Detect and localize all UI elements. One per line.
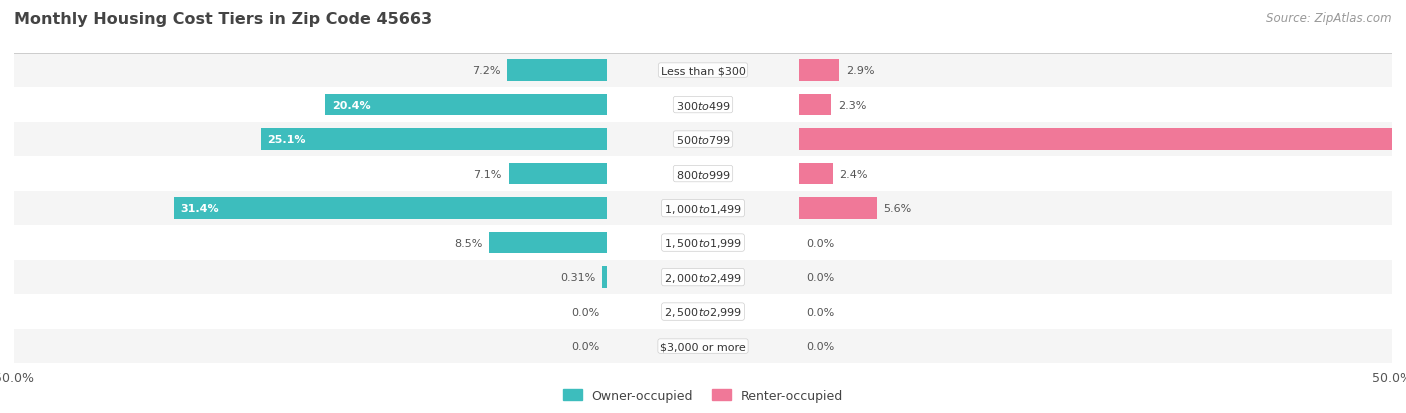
Bar: [14, 226, 1392, 260]
Bar: [14, 329, 1392, 363]
Text: $2,000 to $2,499: $2,000 to $2,499: [664, 271, 742, 284]
Text: 2.3%: 2.3%: [838, 100, 866, 110]
Bar: [14, 157, 1392, 191]
Text: $800 to $999: $800 to $999: [675, 168, 731, 180]
Bar: [800, 95, 831, 116]
Text: $1,500 to $1,999: $1,500 to $1,999: [664, 237, 742, 249]
Text: 7.1%: 7.1%: [474, 169, 502, 179]
Bar: [14, 260, 1392, 294]
Legend: Owner-occupied, Renter-occupied: Owner-occupied, Renter-occupied: [558, 384, 848, 407]
Bar: [800, 164, 832, 185]
Text: 31.4%: 31.4%: [181, 204, 219, 214]
Text: 25.1%: 25.1%: [267, 135, 307, 145]
Bar: [800, 60, 839, 82]
Bar: [489, 232, 606, 254]
Text: 8.5%: 8.5%: [454, 238, 482, 248]
Bar: [14, 294, 1392, 329]
Text: 0.0%: 0.0%: [807, 238, 835, 248]
Bar: [14, 88, 1392, 123]
Bar: [174, 198, 606, 219]
Text: 0.0%: 0.0%: [807, 307, 835, 317]
Bar: [260, 129, 606, 150]
Bar: [800, 198, 876, 219]
Bar: [14, 123, 1392, 157]
Text: $1,000 to $1,499: $1,000 to $1,499: [664, 202, 742, 215]
Text: 2.4%: 2.4%: [839, 169, 868, 179]
Text: Monthly Housing Cost Tiers in Zip Code 45663: Monthly Housing Cost Tiers in Zip Code 4…: [14, 12, 432, 27]
Bar: [325, 95, 606, 116]
Text: 2.9%: 2.9%: [846, 66, 875, 76]
Bar: [509, 164, 606, 185]
Bar: [14, 191, 1392, 226]
Text: 7.2%: 7.2%: [472, 66, 501, 76]
Text: 0.0%: 0.0%: [807, 273, 835, 282]
Text: 5.6%: 5.6%: [883, 204, 911, 214]
Text: 0.0%: 0.0%: [571, 341, 599, 351]
Text: $500 to $799: $500 to $799: [675, 134, 731, 146]
Text: $2,500 to $2,999: $2,500 to $2,999: [664, 305, 742, 318]
Text: Source: ZipAtlas.com: Source: ZipAtlas.com: [1267, 12, 1392, 25]
Text: 0.31%: 0.31%: [560, 273, 595, 282]
Bar: [508, 60, 606, 82]
Bar: [800, 129, 1406, 150]
Text: 0.0%: 0.0%: [571, 307, 599, 317]
Bar: [14, 54, 1392, 88]
Bar: [602, 267, 606, 288]
Text: 0.0%: 0.0%: [807, 341, 835, 351]
Text: 20.4%: 20.4%: [332, 100, 371, 110]
Text: $300 to $499: $300 to $499: [675, 100, 731, 111]
Text: $3,000 or more: $3,000 or more: [661, 341, 745, 351]
Text: Less than $300: Less than $300: [661, 66, 745, 76]
